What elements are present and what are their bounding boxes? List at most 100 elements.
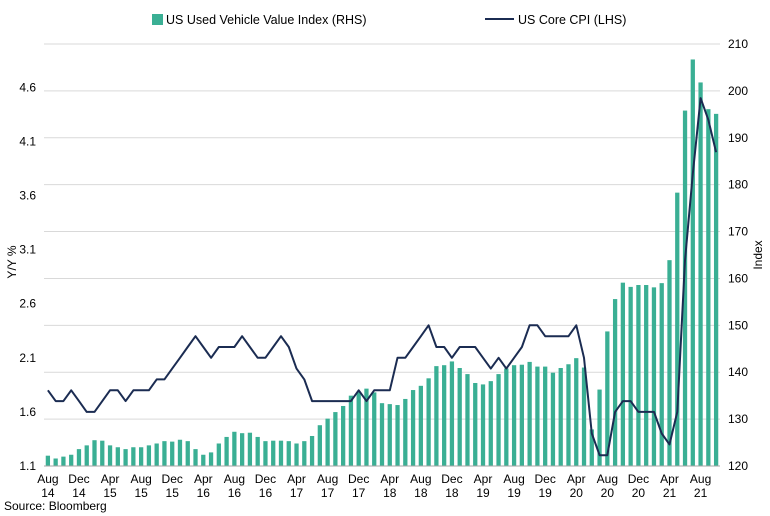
x-tick-label-year: 15 (134, 486, 148, 500)
x-tick-label-year: 20 (601, 486, 615, 500)
x-tick-label-year: 17 (321, 486, 335, 500)
vehicle-index-bar (294, 443, 299, 466)
x-tick-label-year: 16 (197, 486, 211, 500)
x-tick-label-month: Aug (130, 472, 151, 486)
x-tick-label-month: Apr (660, 472, 679, 486)
vehicle-index-bar (387, 404, 392, 466)
y-left-tick-label: 4.6 (19, 80, 36, 94)
vehicle-index-bar (706, 109, 711, 467)
vehicle-index-bar (247, 432, 253, 466)
vehicle-index-bar (682, 110, 688, 467)
x-tick-label-month: Apr (474, 472, 493, 486)
vehicle-index-bar (177, 439, 183, 466)
x-tick-label-month: Dec (628, 472, 649, 486)
vehicle-index-bar (45, 455, 51, 466)
y-right-tick-label: 190 (728, 131, 748, 145)
x-tick-label-year: 17 (290, 486, 304, 500)
y-right-tick-label: 210 (728, 37, 748, 51)
y-left-tick-label: 1.1 (19, 459, 36, 473)
x-tick-label-year: 21 (694, 486, 708, 500)
x-tick-label-month: Apr (101, 472, 120, 486)
x-tick-label-year: 18 (414, 486, 428, 500)
vehicle-index-bar (76, 449, 82, 466)
vehicle-index-bar (317, 425, 322, 466)
vehicle-index-bar (504, 368, 509, 466)
vehicle-index-bar (240, 433, 245, 466)
x-tick-label-year: 18 (383, 486, 397, 500)
y-right-tick-label: 160 (728, 271, 748, 285)
x-tick-label-month: Aug (690, 472, 711, 486)
vehicle-index-bar (138, 447, 144, 466)
vehicle-index-bar (69, 454, 74, 466)
vehicle-index-bar (511, 365, 517, 466)
legend-bar-label: US Used Vehicle Value Index (RHS) (166, 13, 367, 27)
source-note: Source: Bloomberg (4, 499, 107, 513)
vehicle-index-bar (651, 287, 657, 466)
vehicle-index-bar (457, 368, 462, 466)
left-tick-labels: 1.1 1.6 2.1 2.6 3.1 3.6 4.1 4.6 (19, 80, 36, 473)
vehicle-index-bar (115, 447, 120, 466)
x-tick-label-year: 20 (632, 486, 646, 500)
bars (45, 59, 719, 467)
vehicle-index-bar (395, 405, 400, 466)
vehicle-index-bar (620, 282, 626, 466)
vehicle-index-bar (574, 358, 579, 466)
vehicle-index-bar (597, 389, 602, 466)
core-cpi-line (47, 97, 718, 457)
x-tick-label-year: 19 (476, 486, 490, 500)
vehicle-index-bar (566, 364, 571, 466)
gridlines (44, 43, 720, 420)
vehicle-index-bar (193, 449, 198, 466)
vehicle-index-bar (698, 82, 703, 467)
y-left-axis-title: Y/Y % (5, 245, 19, 278)
x-tick-label-month: Dec (68, 472, 89, 486)
vehicle-index-bar (107, 445, 113, 466)
vehicle-index-bar (170, 441, 175, 466)
vehicle-index-bar (488, 381, 493, 466)
x-tick-label-month: Aug (410, 472, 431, 486)
vehicle-index-bar (410, 390, 416, 466)
y-right-tick-label: 200 (728, 84, 748, 98)
y-right-tick-label: 140 (728, 365, 748, 379)
vehicle-index-bar (667, 260, 672, 466)
vehicle-index-bar (426, 378, 431, 466)
y-right-tick-label: 130 (728, 412, 748, 426)
vehicle-index-bar (449, 361, 455, 466)
y-right-tick-label: 170 (728, 225, 748, 239)
vehicle-index-bar (558, 368, 563, 466)
vehicle-index-bar (154, 443, 159, 466)
x-tick-label-month: Dec (162, 472, 183, 486)
y-right-axis-title: Index (751, 240, 765, 269)
x-tick-label-month: Aug (37, 472, 58, 486)
vehicle-index-bar (302, 441, 307, 466)
x-tick-label-year: 21 (663, 486, 677, 500)
vehicle-index-bar (550, 372, 556, 466)
x-tick-label-year: 14 (41, 486, 55, 500)
x-tick-label-month: Dec (441, 472, 462, 486)
vehicle-index-bar (216, 443, 221, 466)
x-tick-label-year: 15 (103, 486, 117, 500)
vehicle-index-bar (146, 445, 152, 466)
right-tick-labels: 120 130 140 150 160 170 180 190 200 210 (728, 37, 748, 473)
y-left-tick-label: 3.1 (19, 243, 36, 257)
x-tick-label-month: Aug (224, 472, 245, 486)
vehicle-index-bar (364, 388, 369, 466)
vehicle-index-bar (612, 299, 618, 466)
y-left-tick-label: 1.6 (19, 405, 36, 419)
vehicle-index-bar (372, 392, 377, 466)
x-tick-label-year: 19 (507, 486, 521, 500)
y-left-tick-label: 3.6 (19, 188, 36, 202)
vehicle-index-bar (535, 366, 540, 466)
vehicle-index-bar (434, 366, 439, 466)
vehicle-index-bar (263, 441, 268, 466)
vehicle-index-bar (690, 59, 695, 467)
x-tick-label-month: Apr (194, 472, 213, 486)
vehicle-index-bar (543, 366, 548, 466)
vehicle-index-bar (713, 113, 719, 466)
vehicle-index-bar (333, 412, 338, 466)
x-tick-label-year: 16 (259, 486, 273, 500)
x-tick-label-year: 17 (352, 486, 366, 500)
vehicle-index-bar (162, 441, 167, 466)
vehicle-index-bar (589, 429, 594, 466)
